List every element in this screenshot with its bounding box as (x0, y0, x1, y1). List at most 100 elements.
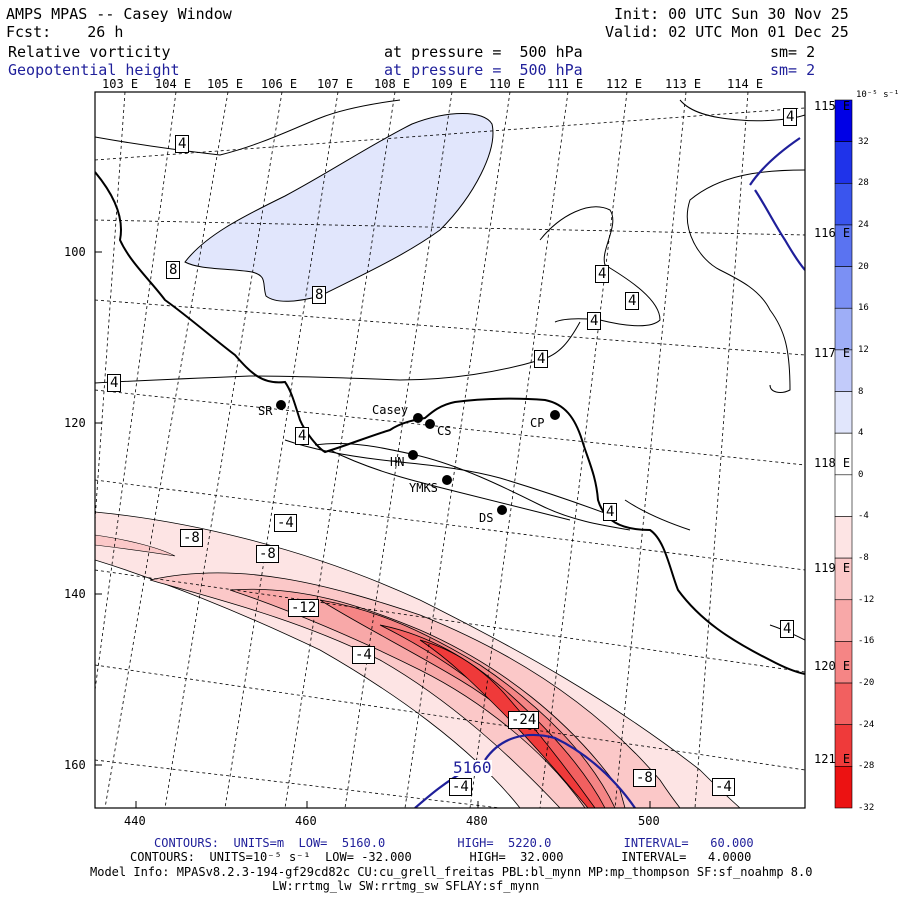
contour-label: 8 (166, 261, 181, 279)
lon-label-110: 110 E (489, 77, 526, 91)
y-tick-label: 120 (64, 416, 86, 430)
forecast-hour: Fcst: 26 h (6, 23, 124, 41)
valid-time: Valid: 02 UTC Mon 01 Dec 25 (605, 23, 849, 41)
field2-level: at pressure = 500 hPa (384, 61, 583, 79)
lon-label-107: 107 E (317, 77, 354, 91)
lon-label-113: 113 E (665, 77, 702, 91)
colorbar-tick-label: -4 (858, 511, 869, 522)
contour-label: 4 (625, 292, 640, 310)
station-label-casey: Casey (372, 403, 409, 417)
colorbar-box (834, 516, 853, 559)
x-tick-label: 460 (295, 814, 317, 828)
colorbar-tick-label: 20 (858, 261, 869, 272)
station-label-ds: DS (479, 511, 494, 525)
lon-label-112: 112 E (606, 77, 643, 91)
station-label-cp: CP (530, 416, 545, 430)
field1-smoothing: sm= 2 (770, 43, 816, 61)
colorbar-tick-label: -20 (858, 678, 875, 689)
lon-label-115: 115 E (814, 99, 851, 113)
colorbar-tick-label: -12 (858, 594, 875, 605)
colorbar-tick-label: -32 (858, 803, 875, 813)
colorbar-tick-label: -16 (858, 636, 875, 647)
x-tick-label: 480 (466, 814, 488, 828)
contour-label: 4 (603, 503, 618, 521)
y-tick-label: 160 (64, 758, 86, 772)
lon-label-106: 106 E (261, 77, 298, 91)
colorbar-box (834, 766, 853, 809)
x-tick-label: 500 (638, 814, 660, 828)
height-contour-label: 5160 (453, 758, 492, 777)
colorbar-tick-label: 16 (858, 303, 869, 314)
colorbar-box (834, 474, 853, 517)
contour-label: -4 (449, 778, 472, 796)
contour-label: 8 (312, 286, 327, 304)
field2-name: Geopotential height (8, 61, 180, 79)
colorbar-tick-label: 12 (858, 344, 869, 355)
contour-label: 4 (175, 135, 190, 153)
contour-label: 4 (595, 265, 610, 283)
lon-label-105: 105 E (207, 77, 244, 91)
colorbar (834, 99, 853, 809)
contour-label: -24 (508, 711, 540, 729)
footer-model-info-2: LW:rrtmg_lw SW:rrtmg_sw SFLAY:sf_mynn (272, 879, 540, 893)
contour-label: 4 (295, 427, 310, 445)
stations (276, 400, 560, 515)
station-label-sr: SR (258, 404, 273, 418)
vorticity-band-24 (419, 639, 596, 808)
colorbar-tick-label: -8 (858, 553, 869, 564)
colorbar-tick-label: 24 (858, 219, 869, 230)
colorbar-box (834, 266, 853, 309)
footer-model-info: Model Info: MPASv8.2.3-194-gf29cd82c CU:… (90, 865, 813, 879)
colorbar-tick-label: -24 (858, 719, 875, 730)
lon-label-120: 120 E (814, 659, 851, 673)
lon-label-121: 121 E (814, 752, 851, 766)
y-tick-label: 140 (64, 587, 86, 601)
lon-label-119: 119 E (814, 561, 851, 575)
contour-label: 4 (780, 620, 795, 638)
lon-label-114: 114 E (727, 77, 764, 91)
contour-label: 4 (783, 108, 798, 126)
positive-vorticity-area (184, 113, 494, 302)
footer-vorticity-contours: CONTOURS: UNITS=10⁻⁵ s⁻¹ LOW= -32.000 HI… (130, 850, 752, 864)
colorbar-box (834, 682, 853, 726)
field2-smoothing: sm= 2 (770, 61, 816, 79)
colorbar-tick-label: 28 (858, 178, 869, 189)
lon-label-116: 116 E (814, 226, 851, 240)
colorbar-box (834, 599, 853, 642)
contour-label: -4 (274, 514, 297, 532)
lon-label-103: 103 E (102, 77, 139, 91)
colorbar-box (834, 141, 853, 184)
plot-frame (94, 91, 806, 809)
colorbar-box (834, 182, 853, 226)
contour-label: -8 (633, 769, 656, 787)
colorbar-unit: 10⁻⁵ s⁻¹ (856, 90, 900, 100)
station-label-hn: HN (390, 455, 405, 469)
window-title: AMPS MPAS -- Casey Window (6, 5, 232, 23)
contour-label: 4 (587, 312, 602, 330)
colorbar-tick-label: 32 (858, 136, 869, 147)
colorbar-tick-label: 0 (858, 469, 864, 480)
lon-label-117: 117 E (814, 346, 851, 360)
contour-label: -4 (352, 646, 375, 664)
init-time: Init: 00 UTC Sun 30 Nov 25 (614, 5, 849, 23)
coastline (95, 171, 805, 675)
contour-label: -8 (180, 529, 203, 547)
station-label-cs: CS (437, 424, 452, 438)
lon-label-104: 104 E (155, 77, 192, 91)
y-tick-label: 100 (64, 245, 86, 259)
station-label-ymks: YMKS (409, 481, 438, 495)
contour-label: 4 (107, 374, 122, 392)
field1-level: at pressure = 500 hPa (384, 43, 583, 61)
colorbar-tick-label: 8 (858, 386, 864, 397)
x-tick-label: 440 (124, 814, 146, 828)
lon-label-109: 109 E (431, 77, 468, 91)
lon-label-118: 118 E (814, 456, 851, 470)
colorbar-tick-label: -28 (858, 761, 875, 772)
colorbar-box (834, 307, 853, 351)
contour-label: -8 (256, 545, 279, 563)
contour-label: 4 (534, 350, 549, 368)
contour-label: -12 (288, 599, 320, 617)
contour-label: -4 (712, 778, 735, 796)
colorbar-box (834, 391, 853, 434)
